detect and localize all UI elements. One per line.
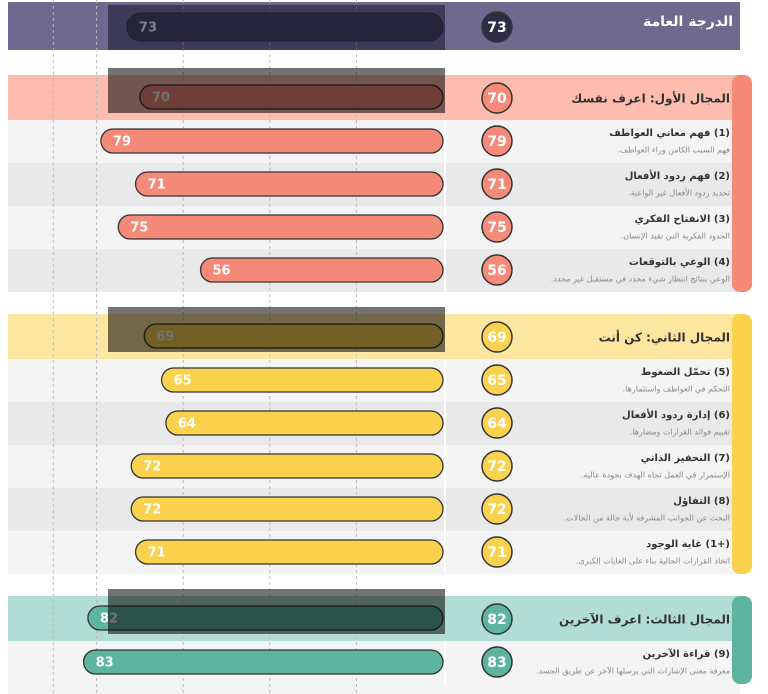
item-desc: تقييم فوائد القرارات ومضارها. bbox=[630, 428, 730, 437]
score-badge bbox=[481, 536, 513, 568]
bar bbox=[160, 367, 444, 393]
section-accent bbox=[732, 75, 752, 292]
score-badge bbox=[481, 11, 513, 43]
bar bbox=[134, 539, 444, 565]
score-value: 82 bbox=[487, 612, 506, 628]
score-badge bbox=[481, 450, 513, 482]
bar bbox=[199, 257, 444, 283]
bar bbox=[82, 649, 444, 675]
bar-label: 71 bbox=[148, 546, 166, 561]
bar bbox=[130, 453, 444, 479]
item-title: (9) قراءة الآخرين bbox=[643, 648, 730, 660]
score-value: 56 bbox=[487, 263, 506, 279]
section-accent bbox=[732, 314, 752, 574]
item-desc: الحدود الفكرية التي تقيد الإنسان. bbox=[621, 232, 730, 242]
item-desc: معرفة معنى الإشارات التي يرسلها الآخر عن… bbox=[536, 666, 730, 677]
item-title: (+1) غاية الوجود bbox=[646, 539, 730, 550]
score-value: 64 bbox=[487, 416, 507, 432]
score-badge bbox=[481, 493, 513, 525]
overlay bbox=[108, 68, 445, 113]
score-value: 71 bbox=[487, 545, 506, 561]
bar-label: 65 bbox=[174, 374, 192, 389]
score-value: 79 bbox=[487, 134, 506, 150]
score-value: 65 bbox=[487, 373, 506, 389]
bar bbox=[165, 410, 444, 436]
score-value: 83 bbox=[487, 655, 506, 671]
item-title: (3) الانفتاح الفكري bbox=[634, 214, 730, 225]
bar bbox=[100, 128, 444, 154]
bar-label: 56 bbox=[213, 264, 231, 279]
bar-label: 75 bbox=[130, 221, 148, 236]
bar-label: 83 bbox=[96, 656, 114, 671]
section-title: المجال الثالث: اعرف الآخرين bbox=[559, 613, 730, 627]
score-badge bbox=[481, 125, 513, 157]
score-value: 75 bbox=[487, 220, 506, 236]
bar bbox=[134, 171, 444, 197]
score-value: 72 bbox=[487, 459, 506, 475]
section-title: المجال الثاني: كن أنت bbox=[599, 330, 730, 345]
overlay bbox=[108, 307, 445, 352]
item-title: (1) فهم معاني العواطف bbox=[609, 128, 730, 139]
item-row bbox=[8, 684, 740, 694]
bar-label: 72 bbox=[143, 503, 161, 518]
item-desc: تحديد ردود الأفعال غير الواعية. bbox=[628, 188, 730, 198]
score-badge bbox=[481, 168, 513, 200]
bar bbox=[130, 496, 444, 522]
score-value: 71 bbox=[487, 177, 506, 193]
score-badge bbox=[481, 603, 513, 635]
item-title: (5) تحمّل الضغوط bbox=[641, 367, 730, 378]
score-value: 70 bbox=[487, 91, 507, 107]
score-badge bbox=[481, 211, 513, 243]
grid bbox=[52, 0, 357, 694]
item-title: (6) إدارة ردود الأفعال bbox=[622, 408, 730, 421]
bar-label: 71 bbox=[148, 178, 166, 193]
score-value: 73 bbox=[487, 20, 506, 36]
score-badge bbox=[481, 254, 513, 286]
score-value: 69 bbox=[487, 330, 506, 346]
bar-label: 79 bbox=[113, 135, 131, 150]
section-accent bbox=[732, 596, 752, 684]
score-badge bbox=[481, 646, 513, 678]
bar bbox=[117, 214, 444, 240]
section-title: المجال الأول: اعرف نفسك bbox=[571, 91, 730, 107]
item-desc: فهم السبب الكامن وراء العواطف. bbox=[617, 146, 730, 155]
bar-label: 64 bbox=[178, 417, 196, 432]
score-badge bbox=[481, 364, 513, 396]
score-badge bbox=[481, 321, 513, 353]
item-title: (4) الوعي بالتوقعات bbox=[629, 257, 730, 268]
score-value: 72 bbox=[487, 502, 506, 518]
item-desc: اتخاذ القرارات الحالية بناء على الغايات … bbox=[576, 557, 730, 566]
item-title: (2) فهم ردود الأفعال bbox=[625, 169, 730, 182]
item-desc: التحكم في العواطف واستثمارها. bbox=[623, 385, 730, 394]
item-title: (8) التفاؤل bbox=[673, 496, 730, 507]
overall-title: الدرجة العامة bbox=[643, 14, 733, 30]
overlay bbox=[108, 589, 445, 634]
item-desc: البحث عن الجوانب المشرقة لأية حالة من ال… bbox=[564, 513, 730, 523]
item-desc: الوعي بنتائج انتظار شيء محدد في مستقبل غ… bbox=[551, 275, 730, 284]
item-desc: الإستمرار في العمل تجاه الهدف بجودة عالي… bbox=[581, 471, 730, 481]
item-title: (7) التحفيز الذاتي bbox=[641, 453, 730, 464]
score-badge bbox=[481, 407, 513, 439]
score-badge bbox=[481, 82, 513, 114]
overlay bbox=[108, 5, 445, 50]
bar-label: 72 bbox=[143, 460, 161, 475]
